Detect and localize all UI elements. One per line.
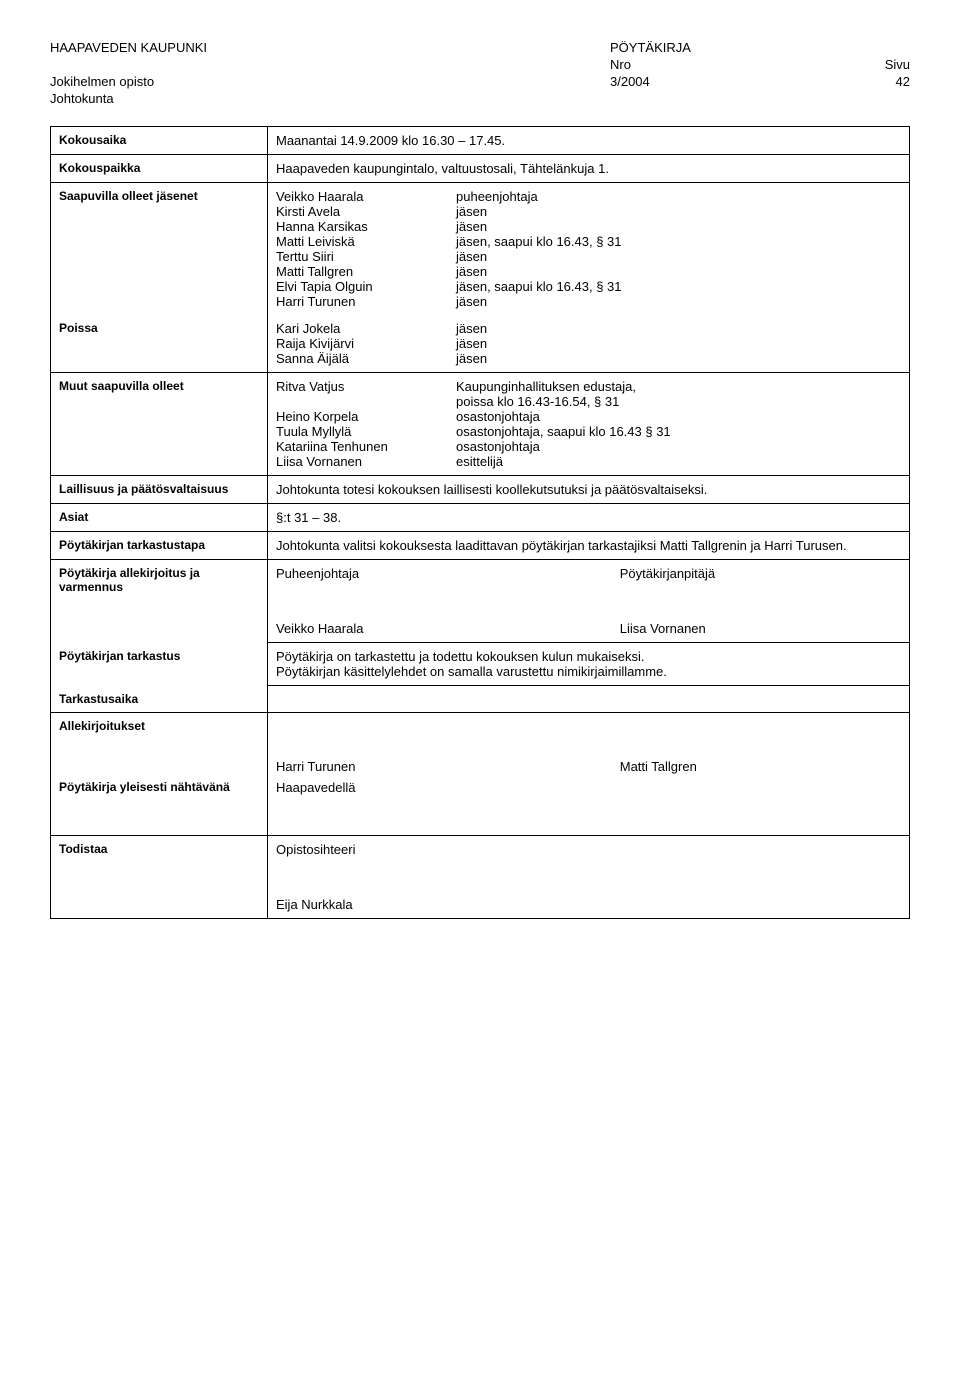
sivu-label: Sivu: [850, 57, 910, 72]
muut-label: Muut saapuvilla olleet: [51, 373, 268, 476]
tarkastusaika-label: Tarkastusaika: [51, 686, 268, 713]
allekirjoitus-label: Pöytäkirja allekirjoitus ja varmennus: [51, 560, 268, 643]
saapuvilla-members: Veikko Haaralapuheenjohtaja Kirsti Avela…: [268, 183, 910, 316]
nahtavana-value: Haapavedellä: [268, 774, 910, 836]
saapuvilla-label: Saapuvilla olleet jäsenet: [51, 183, 268, 316]
tarkastus-line1: Pöytäkirja on tarkastettu ja todettu kok…: [276, 649, 901, 664]
todistaa-name: Eija Nurkkala: [276, 897, 901, 912]
sig-left-name: Harri Turunen: [276, 759, 355, 774]
org-name: HAAPAVEDEN KAUPUNKI: [50, 40, 610, 55]
tarkastustapa-label: Pöytäkirjan tarkastustapa: [51, 532, 268, 560]
allekirjoitus-content: Puheenjohtaja Pöytäkirjanpitäjä Veikko H…: [268, 560, 910, 643]
poissa-label: Poissa: [51, 315, 268, 373]
tarkastustapa-value: Johtokunta valitsi kokouksesta laadittav…: [268, 532, 910, 560]
asiat-value: §:t 31 – 38.: [268, 504, 910, 532]
kokouspaikka-label: Kokouspaikka: [51, 155, 268, 183]
pk-role: Pöytäkirjanpitäjä: [620, 566, 901, 581]
nro-label: Nro: [610, 57, 850, 72]
todistaa-content: Opistosihteeri Eija Nurkkala: [268, 835, 910, 918]
sub-org-1: Jokihelmen opisto: [50, 74, 610, 89]
pk-name: Liisa Vornanen: [620, 621, 901, 636]
nro-value: 3/2004: [610, 74, 850, 89]
kokouspaikka-value: Haapaveden kaupungintalo, valtuustosali,…: [268, 155, 910, 183]
minutes-table: Kokousaika Maanantai 14.9.2009 klo 16.30…: [50, 126, 910, 919]
sivu-value: 42: [850, 74, 910, 89]
laillisuus-value: Johtokunta totesi kokouksen laillisesti …: [268, 476, 910, 504]
asiat-label: Asiat: [51, 504, 268, 532]
todistaa-value: Opistosihteeri: [276, 842, 901, 857]
sub-org-2: Johtokunta: [50, 91, 610, 106]
poissa-members: Kari Jokelajäsen Raija Kivijärvijäsen Sa…: [268, 315, 910, 373]
nahtavana-label: Pöytäkirja yleisesti nähtävänä: [51, 774, 268, 836]
tarkastus-content: Pöytäkirja on tarkastettu ja todettu kok…: [268, 643, 910, 686]
document-header: HAAPAVEDEN KAUPUNKI PÖYTÄKIRJA Nro Sivu …: [50, 40, 910, 106]
muut-members: Ritva VatjusKaupunginhallituksen edustaj…: [268, 373, 910, 476]
kokousaika-value: Maanantai 14.9.2009 klo 16.30 – 17.45.: [268, 127, 910, 155]
tarkastus-line2: Pöytäkirjan käsittelylehdet on samalla v…: [276, 664, 901, 679]
doc-type: PÖYTÄKIRJA: [610, 40, 850, 55]
pj-role: Puheenjohtaja: [276, 566, 359, 581]
tarkastus-label: Pöytäkirjan tarkastus: [51, 643, 268, 686]
allekirjoitukset-content: Harri Turunen Matti Tallgren: [268, 712, 910, 774]
kokousaika-label: Kokousaika: [51, 127, 268, 155]
tarkastusaika-value: [268, 686, 910, 713]
allekirjoitukset-label: Allekirjoitukset: [51, 712, 268, 774]
laillisuus-label: Laillisuus ja päätösvaltaisuus: [51, 476, 268, 504]
pj-name: Veikko Haarala: [276, 621, 363, 636]
sig-right-name: Matti Tallgren: [620, 759, 901, 774]
todistaa-label: Todistaa: [51, 835, 268, 918]
